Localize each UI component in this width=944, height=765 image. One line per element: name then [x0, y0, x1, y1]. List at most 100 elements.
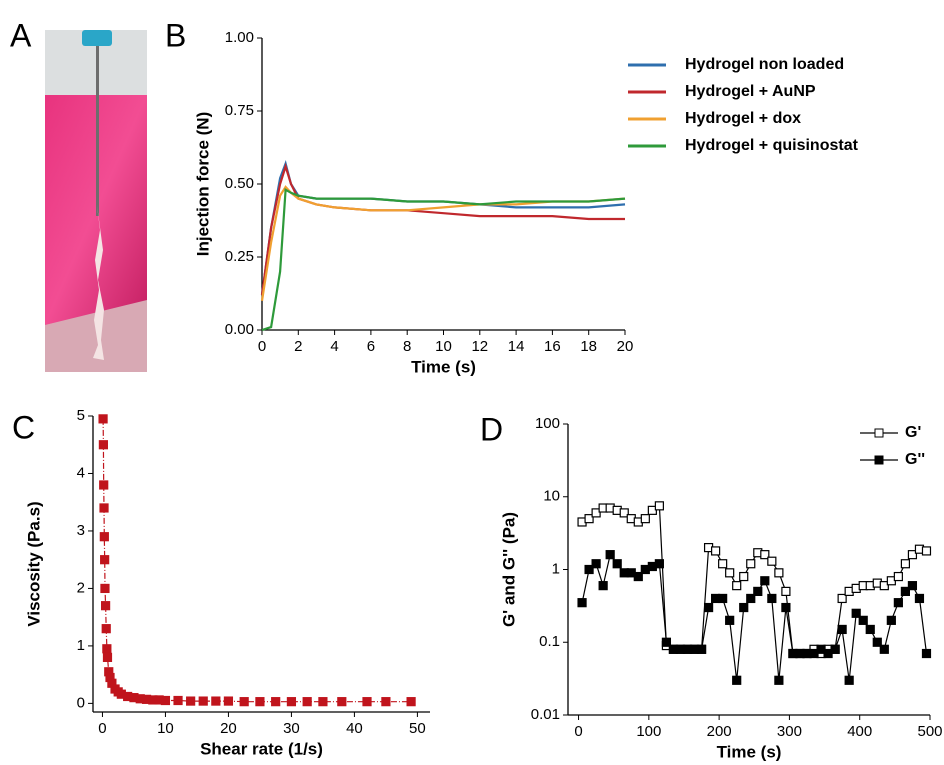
marker	[591, 559, 601, 569]
x-tick-label: 50	[409, 720, 426, 737]
marker	[725, 568, 735, 578]
legend-label: Hydrogel non loaded	[685, 56, 844, 73]
marker	[774, 568, 784, 578]
marker	[99, 532, 109, 542]
x-tick-label: 30	[283, 720, 300, 737]
x-tick-label: 0	[98, 720, 106, 737]
marker	[406, 697, 416, 707]
marker	[337, 697, 347, 707]
series-line	[102, 418, 412, 703]
y-axis-title: Viscosity (Pa.s)	[24, 501, 43, 626]
panel-label: A	[10, 17, 32, 53]
x-tick-label: 200	[707, 723, 732, 740]
marker	[760, 576, 770, 586]
marker	[605, 550, 615, 560]
marker	[879, 644, 889, 654]
marker	[886, 615, 896, 625]
series-line	[260, 162, 625, 296]
marker	[703, 602, 714, 613]
y-tick-label: 1	[77, 637, 85, 654]
x-tick-label: 400	[847, 723, 872, 740]
x-tick-label: 2	[294, 338, 302, 355]
marker	[186, 696, 196, 706]
legend-label: Hydrogel + quisinostat	[685, 137, 859, 154]
marker	[98, 414, 108, 424]
marker	[302, 697, 312, 707]
legend-label: Hydrogel + AuNP	[685, 83, 816, 100]
marker	[837, 593, 847, 604]
marker	[907, 581, 918, 591]
marker	[879, 581, 889, 591]
legend-marker	[874, 455, 884, 465]
marker	[239, 697, 249, 707]
marker	[872, 637, 882, 647]
marker	[223, 696, 234, 706]
x-tick-label: 20	[617, 338, 634, 355]
marker	[781, 586, 791, 596]
legend-label: Hydrogel + dox	[685, 110, 801, 127]
y-tick-label: 4	[77, 464, 85, 481]
x-tick-label: 14	[508, 338, 525, 355]
marker	[907, 550, 918, 560]
marker	[774, 675, 784, 685]
marker	[900, 586, 910, 596]
x-tick-label: 4	[330, 338, 338, 355]
x-tick-label: 8	[403, 338, 411, 355]
x-tick-label: 300	[777, 723, 802, 740]
marker	[767, 556, 777, 566]
legend-marker	[874, 428, 884, 438]
x-tick-label: 12	[471, 338, 488, 355]
marker	[711, 546, 721, 556]
marker	[100, 601, 111, 611]
y-tick-label: 0.01	[531, 706, 560, 723]
marker	[286, 697, 297, 707]
marker	[101, 624, 111, 634]
x-tick-label: 100	[636, 723, 661, 740]
x-tick-label: 10	[435, 338, 452, 355]
marker	[654, 559, 664, 569]
marker	[837, 624, 847, 635]
marker	[830, 644, 840, 654]
marker	[732, 581, 742, 591]
x-tick-label: 0	[258, 338, 266, 355]
x-tick-label: 0	[574, 723, 582, 740]
marker	[211, 696, 221, 706]
marker	[858, 615, 868, 625]
marker	[102, 644, 112, 654]
marker	[900, 559, 910, 569]
series-line	[260, 185, 626, 301]
marker	[591, 508, 601, 518]
panel-label: C	[12, 409, 35, 445]
y-tick-label: 5	[77, 407, 85, 424]
legend-label: G''	[905, 451, 925, 468]
marker	[173, 695, 183, 706]
y-tick-label: 100	[535, 415, 560, 432]
y-axis-title: Injection force (N)	[193, 112, 212, 257]
y-tick-label: 0.00	[225, 321, 254, 338]
x-tick-label: 20	[220, 720, 237, 737]
y-tick-label: 1.00	[225, 29, 254, 46]
marker	[584, 514, 594, 524]
marker	[725, 615, 735, 625]
x-tick-label: 10	[157, 720, 174, 737]
marker	[781, 602, 791, 613]
y-tick-label: 10	[543, 488, 560, 505]
marker	[99, 503, 109, 513]
y-tick-label: 0.25	[225, 248, 254, 265]
marker	[865, 624, 875, 635]
marker	[921, 648, 932, 659]
marker	[577, 598, 587, 608]
marker	[739, 571, 749, 582]
y-tick-label: 0	[77, 694, 85, 711]
marker	[760, 550, 770, 560]
y-tick-label: 0.1	[539, 633, 560, 650]
marker	[718, 559, 728, 569]
marker	[696, 644, 707, 654]
marker	[640, 514, 650, 524]
y-tick-label: 0.75	[225, 102, 254, 119]
marker	[612, 559, 622, 569]
marker	[893, 598, 903, 608]
x-tick-label: 500	[917, 723, 942, 740]
marker	[318, 697, 328, 707]
